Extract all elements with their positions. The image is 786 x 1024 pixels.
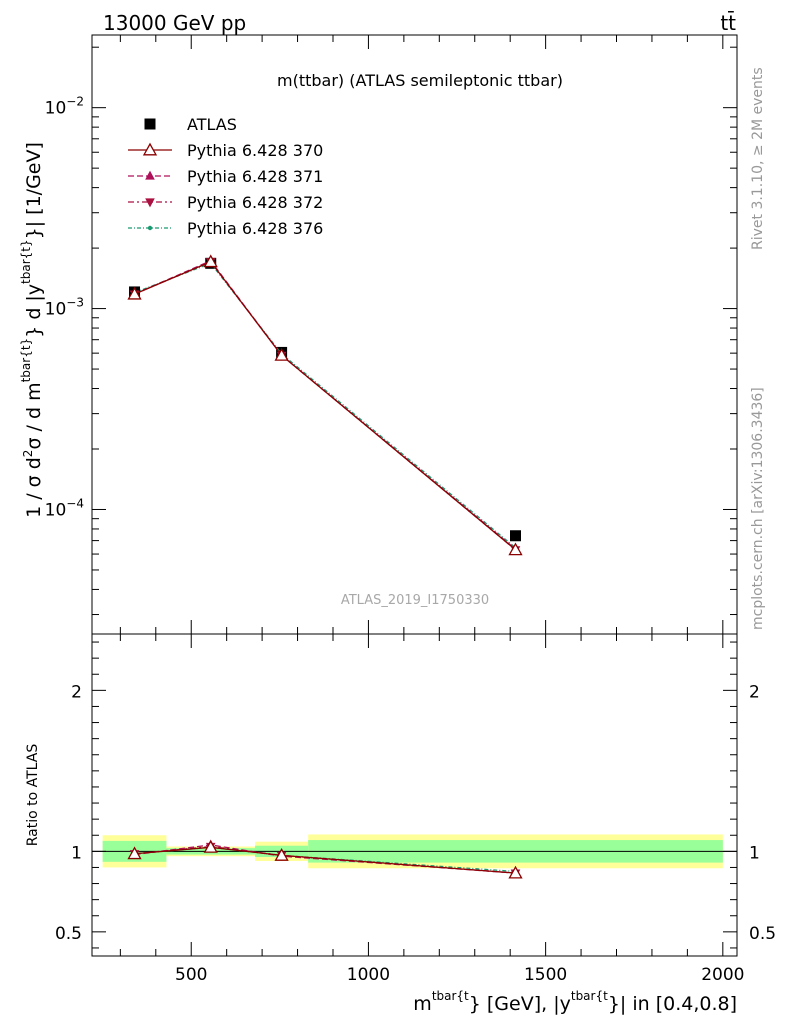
marker — [274, 348, 289, 361]
ratio-panel-frame — [91, 633, 738, 957]
y-label-b: 2 — [21, 450, 35, 458]
y-label-d: tbar{t} — [19, 338, 33, 383]
ratio-y-axis-label: Ratio to ATLAS — [25, 744, 41, 847]
x-label-m: m — [413, 993, 432, 1015]
marker — [145, 170, 155, 180]
marker — [147, 225, 153, 231]
legend-label: Pythia 6.428 376 — [187, 219, 323, 238]
header-left: 13000 GeV pp — [103, 11, 246, 35]
legend-label: Pythia 6.428 371 — [187, 167, 323, 186]
marker — [145, 198, 155, 208]
y-label-a: 1 / σ d — [23, 457, 45, 518]
series-line — [134, 260, 516, 551]
y-axis-label: 1 / σ d2σ / d mtbar{t}} d |ytbar{t}}| [1… — [19, 142, 45, 518]
x-label-sup1: tbar{t — [432, 989, 469, 1003]
x-axis-label: mtbar{t} [GeV], |ytbar{t}| in [0.4,0.8] — [413, 989, 737, 1015]
y-label-f: tbar{t} — [19, 239, 33, 284]
x-tick-label: 1000 — [347, 965, 390, 985]
rivet-label-text: Rivet 3.1.10, ≥ 2M events — [750, 67, 766, 250]
mcplots-label-text: mcplots.cern.ch [arXiv:1306.3436] — [750, 387, 766, 630]
ratio-tick-label-right: 2 — [749, 682, 760, 702]
series-line — [134, 260, 516, 551]
marker — [144, 118, 156, 130]
ratio-series-line — [134, 846, 516, 874]
svg-text:1 / σ d2σ / d mtbar{t}} d |ytb: 1 / σ d2σ / d mtbar{t}} d |ytbar{t}}| [1… — [19, 142, 45, 518]
marker — [142, 142, 158, 156]
mcplots-label: mcplots.cern.ch [arXiv:1306.3436] — [750, 387, 766, 630]
marker — [508, 865, 523, 879]
ratio-tick-label-left: 0.5 — [55, 924, 82, 944]
marker — [510, 530, 522, 542]
series-group — [127, 254, 523, 879]
ratio-tick-label-right: 1 — [749, 843, 760, 863]
y-tick-label: 10−4 — [45, 496, 84, 520]
y-tick-label: 10−2 — [45, 95, 84, 119]
legend-label: Pythia 6.428 370 — [187, 141, 323, 160]
marker — [203, 839, 218, 853]
x-label-end: }| in [0.4,0.8] — [608, 993, 737, 1015]
y-label-g: }| [1/GeV] — [23, 142, 45, 239]
legend-label: Pythia 6.428 372 — [187, 193, 323, 212]
marker — [127, 286, 142, 300]
chart-title: m(ttbar) (ATLAS semileptonic ttbar) — [277, 71, 563, 90]
marker — [203, 254, 218, 268]
ratio-tick-label-right: 0.5 — [749, 924, 776, 944]
x-label-sup2: tbar{t — [571, 989, 608, 1003]
series-line — [134, 262, 516, 549]
legend: ATLAS Pythia 6.428 370 Pythia 6.428 371 Pyt… — [128, 115, 323, 238]
y-label-e: } d |y — [23, 284, 45, 338]
marker — [127, 846, 142, 860]
x-tick-label: 2000 — [701, 965, 744, 985]
legend-label: ATLAS — [187, 115, 237, 134]
ratio-tick-label-left: 1 — [71, 843, 82, 863]
header-right: tt̄ — [720, 10, 736, 35]
ratio-tick-label-left: 2 — [71, 682, 82, 702]
x-label-mid: } [GeV], |y — [469, 993, 571, 1015]
rivet-label: Rivet 3.1.10, ≥ 2M events — [750, 67, 766, 250]
marker — [274, 848, 289, 861]
axes: 500 1000 1500 2000 10−4 10−3 10−2 0.5 0.5 1 1 2 2 — [45, 35, 776, 985]
series-line — [134, 259, 516, 550]
analysis-watermark: ATLAS_2019_I1750330 — [341, 593, 489, 608]
y-label-c: σ / d m — [23, 382, 45, 449]
x-tick-label: 500 — [175, 965, 207, 985]
y-tick-label: 10−3 — [45, 296, 84, 320]
marker — [508, 542, 523, 556]
x-tick-label: 1500 — [524, 965, 567, 985]
ratio-y-label-text: Ratio to ATLAS — [25, 744, 41, 847]
